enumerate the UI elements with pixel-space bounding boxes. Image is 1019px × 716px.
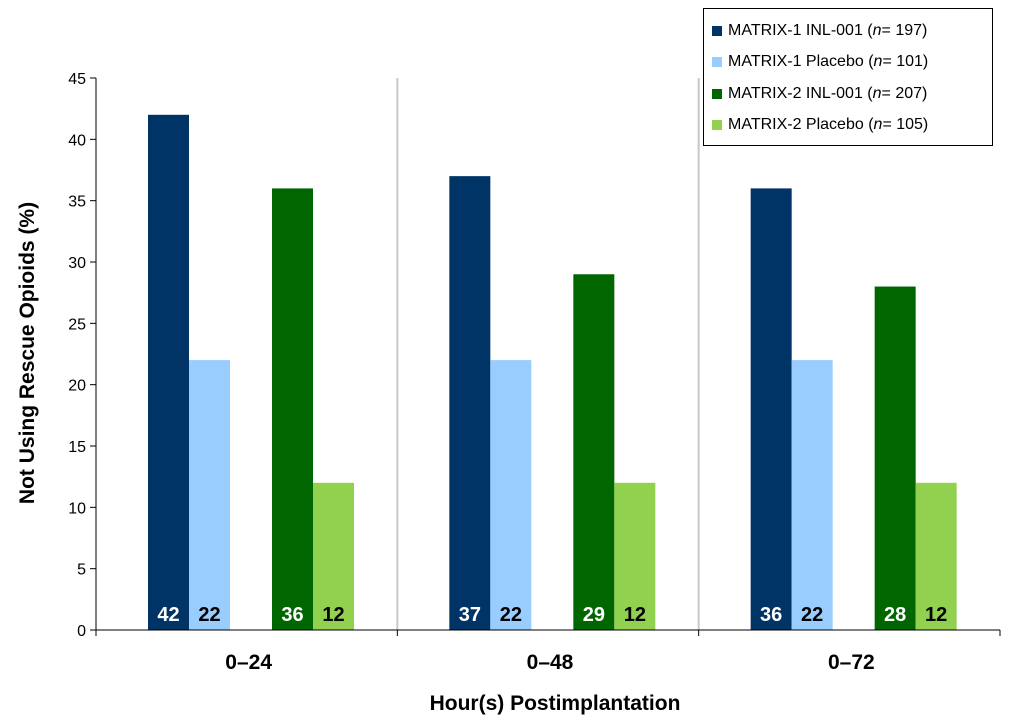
category-separators	[396, 78, 700, 630]
legend-item: MATRIX-2 Placebo (n = 105)	[712, 110, 984, 142]
data-label: 42	[157, 604, 179, 626]
bars: 42 22 36 12 37 22 29 12 36 22 28 12	[148, 114, 957, 631]
bar	[449, 176, 491, 630]
legend-item: MATRIX-2 INL-001 (n = 207)	[712, 78, 984, 110]
y-tick-label: 20	[68, 378, 86, 395]
y-tick-label: 40	[68, 132, 86, 149]
legend-swatch	[712, 120, 722, 131]
legend-n-symbol: n	[872, 21, 882, 39]
y-tick-label: 30	[68, 255, 86, 272]
bar	[915, 482, 957, 630]
x-tick-label: 0–24	[225, 651, 272, 674]
bar	[573, 274, 615, 630]
y-axis-title: Not Using Rescue Opioids (%)	[16, 202, 39, 504]
legend-item: MATRIX-1 Placebo (n = 101)	[712, 47, 984, 79]
y-tick-label: 5	[77, 562, 86, 579]
y-tick-label: 15	[68, 439, 86, 456]
y-tick-label: 25	[68, 316, 86, 333]
legend-n-value: = 105)	[882, 116, 929, 134]
bar	[874, 286, 916, 630]
y-tick-label: 35	[68, 194, 86, 211]
x-axis: 0–24 0–48 0–72	[95, 629, 1001, 674]
data-label: 37	[459, 604, 481, 626]
data-label: 36	[760, 604, 782, 626]
bar	[189, 360, 230, 630]
data-label: 22	[500, 604, 522, 626]
x-tick-label: 0–48	[527, 651, 574, 674]
legend-n-value: = 197)	[881, 21, 928, 39]
legend-label: MATRIX-1 INL-001 (	[728, 21, 873, 39]
data-label: 29	[583, 604, 605, 626]
data-label: 12	[624, 604, 646, 626]
y-tick-label: 10	[68, 500, 86, 517]
bar	[313, 482, 354, 630]
legend-label: MATRIX-1 Placebo (	[728, 53, 874, 71]
bar	[490, 360, 532, 630]
data-label: 12	[925, 604, 947, 626]
data-label: 36	[281, 604, 303, 626]
x-tick-label: 0–72	[828, 651, 875, 674]
legend-n-symbol: n	[872, 84, 882, 102]
bar	[791, 360, 833, 630]
data-label: 22	[198, 604, 220, 626]
legend: MATRIX-1 INL-001 (n = 197) MATRIX-1 Place…	[703, 8, 993, 146]
data-label: 28	[884, 604, 906, 626]
legend-swatch	[712, 57, 722, 68]
legend-n-symbol: n	[873, 116, 883, 134]
legend-n-value: = 207)	[881, 84, 928, 102]
legend-swatch	[712, 25, 722, 36]
data-label: 12	[322, 604, 344, 626]
legend-label: MATRIX-2 INL-001 (	[728, 84, 873, 102]
data-label: 22	[801, 604, 823, 626]
legend-label: MATRIX-2 Placebo (	[728, 116, 874, 134]
legend-swatch	[712, 88, 722, 99]
legend-n-value: = 101)	[882, 53, 929, 71]
x-axis-title: Hour(s) Postimplantation	[430, 692, 681, 715]
legend-n-symbol: n	[873, 53, 883, 71]
legend-item: MATRIX-1 INL-001 (n = 197)	[712, 15, 984, 47]
bar	[614, 482, 656, 630]
y-axis: 0 5 10 15 20 25 30 35 40 45	[68, 71, 97, 640]
bar	[148, 114, 189, 631]
bar	[272, 188, 313, 630]
bar	[750, 188, 792, 630]
y-tick-label: 45	[68, 71, 86, 88]
y-tick-label: 0	[77, 623, 86, 640]
